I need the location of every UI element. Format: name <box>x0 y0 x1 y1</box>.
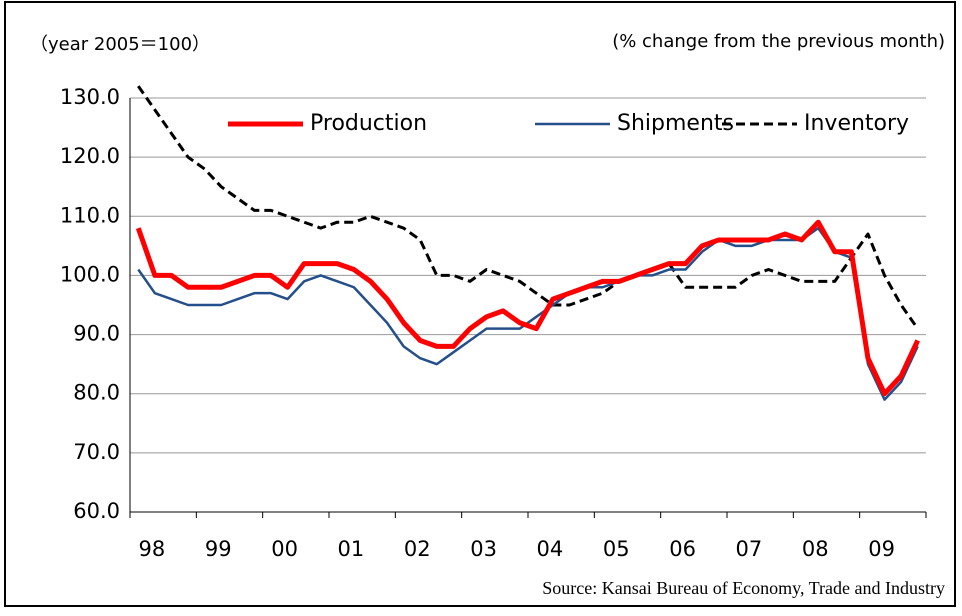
x-tick-label: 02 <box>404 537 431 561</box>
x-tick-label: 05 <box>603 537 630 561</box>
y-tick-label: 120.0 <box>60 144 120 168</box>
source-note: Source: Kansai Bureau of Economy, Trade … <box>542 578 945 598</box>
x-tick-label: 07 <box>736 537 763 561</box>
y-tick-label: 60.0 <box>73 499 120 523</box>
x-tick-label: 03 <box>470 537 497 561</box>
legend-label: Shipments <box>617 111 734 136</box>
y-tick-label: 80.0 <box>73 381 120 405</box>
x-tick-label: 06 <box>669 537 696 561</box>
x-tick-label: 01 <box>338 537 365 561</box>
frame <box>4 1 956 607</box>
y-tick-label: 70.0 <box>73 440 120 464</box>
unit-note: （year 2005＝100） <box>30 34 210 55</box>
series-line <box>135 219 920 397</box>
x-tick-label: 09 <box>868 537 895 561</box>
y-tick-label: 130.0 <box>60 85 120 109</box>
legend-label: Inventory <box>804 111 909 136</box>
change-note: (% change from the previous month) <box>612 31 945 52</box>
x-tick-label: 99 <box>205 537 232 561</box>
series-line <box>137 85 919 330</box>
x-tick-label: 98 <box>139 537 166 561</box>
legend-label: Production <box>310 111 427 136</box>
y-tick-label: 90.0 <box>73 322 120 346</box>
x-tick-label: 08 <box>802 537 829 561</box>
y-tick-label: 110.0 <box>60 203 120 227</box>
x-tick-label: 00 <box>271 537 298 561</box>
series-line <box>137 226 919 401</box>
y-tick-label: 100.0 <box>60 262 120 286</box>
x-tick-label: 04 <box>537 537 564 561</box>
